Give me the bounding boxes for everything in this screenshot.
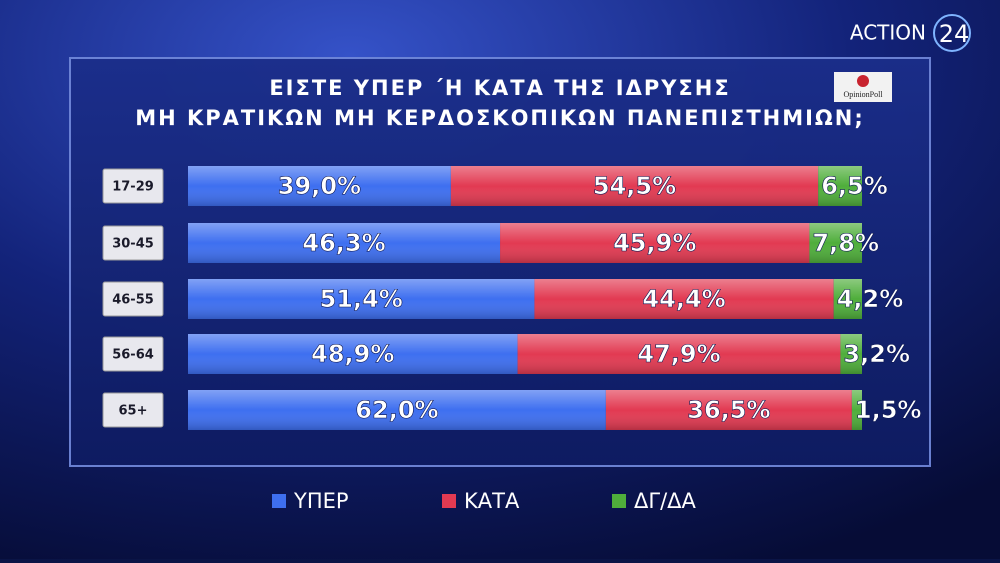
value-label: 3,2% xyxy=(843,340,910,368)
value-label: 51,4% xyxy=(320,285,403,313)
bar-shine xyxy=(809,223,862,263)
legend-label: ΥΠΕΡ xyxy=(293,489,349,513)
category-label: 30-45 xyxy=(112,237,154,252)
category-box xyxy=(102,392,164,428)
bar-shine xyxy=(818,166,862,206)
bar-shine xyxy=(188,166,451,206)
bar-shine xyxy=(833,279,862,319)
bar-shine xyxy=(188,279,535,319)
chart-title: ΕΙΣΤΕ ΥΠΕΡ ΄Η ΚΑΤΑ ΤΗΣ ΙΔΡΥΣΗΣ xyxy=(269,76,730,100)
value-label: 7,8% xyxy=(812,229,879,257)
value-label: 1,5% xyxy=(855,396,922,424)
channel-number: 24 xyxy=(939,20,970,48)
channel-ring xyxy=(933,14,971,52)
category-box xyxy=(102,281,164,317)
value-label: 46,3% xyxy=(302,229,385,257)
value-label: 47,9% xyxy=(637,340,720,368)
value-label: 4,2% xyxy=(837,285,904,313)
bar-shine xyxy=(840,334,862,374)
legend-swatch xyxy=(612,494,626,508)
legend-swatch xyxy=(442,494,456,508)
value-label: 6,5% xyxy=(821,172,888,200)
value-label: 44,4% xyxy=(642,285,725,313)
value-label: 48,9% xyxy=(311,340,394,368)
category-label: 46-55 xyxy=(112,293,154,308)
category-box xyxy=(102,225,164,261)
legend-label: ΔΓ/ΔΑ xyxy=(634,489,697,513)
category-label: 65+ xyxy=(119,404,148,419)
legend-label: ΚΑΤΑ xyxy=(464,489,520,513)
channel-name: ACTION xyxy=(850,21,926,45)
bar-shine xyxy=(851,390,862,430)
value-label: 39,0% xyxy=(278,172,361,200)
bar-shine xyxy=(188,223,501,263)
bar-shine xyxy=(188,390,606,430)
bar-shine xyxy=(450,166,819,206)
bar-shine xyxy=(517,334,841,374)
pollster-name: OpinionPoll xyxy=(843,90,883,99)
bar-shine xyxy=(534,279,834,319)
bar-shine xyxy=(500,223,810,263)
legend-swatch xyxy=(272,494,286,508)
value-label: 36,5% xyxy=(687,396,770,424)
bar-shine xyxy=(188,334,518,374)
value-label: 45,9% xyxy=(613,229,696,257)
pollster-icon xyxy=(857,75,869,87)
value-label: 62,0% xyxy=(355,396,438,424)
chart-subtitle: ΜΗ ΚΡΑΤΙΚΩΝ ΜΗ ΚΕΡΔΟΣΚΟΠΙΚΩΝ ΠΑΝΕΠΙΣΤΗΜΙ… xyxy=(135,106,865,130)
category-label: 56-64 xyxy=(112,348,154,363)
bar-shine xyxy=(605,390,852,430)
category-label: 17-29 xyxy=(112,180,154,195)
category-box xyxy=(102,336,164,372)
value-label: 54,5% xyxy=(593,172,676,200)
category-box xyxy=(102,168,164,204)
